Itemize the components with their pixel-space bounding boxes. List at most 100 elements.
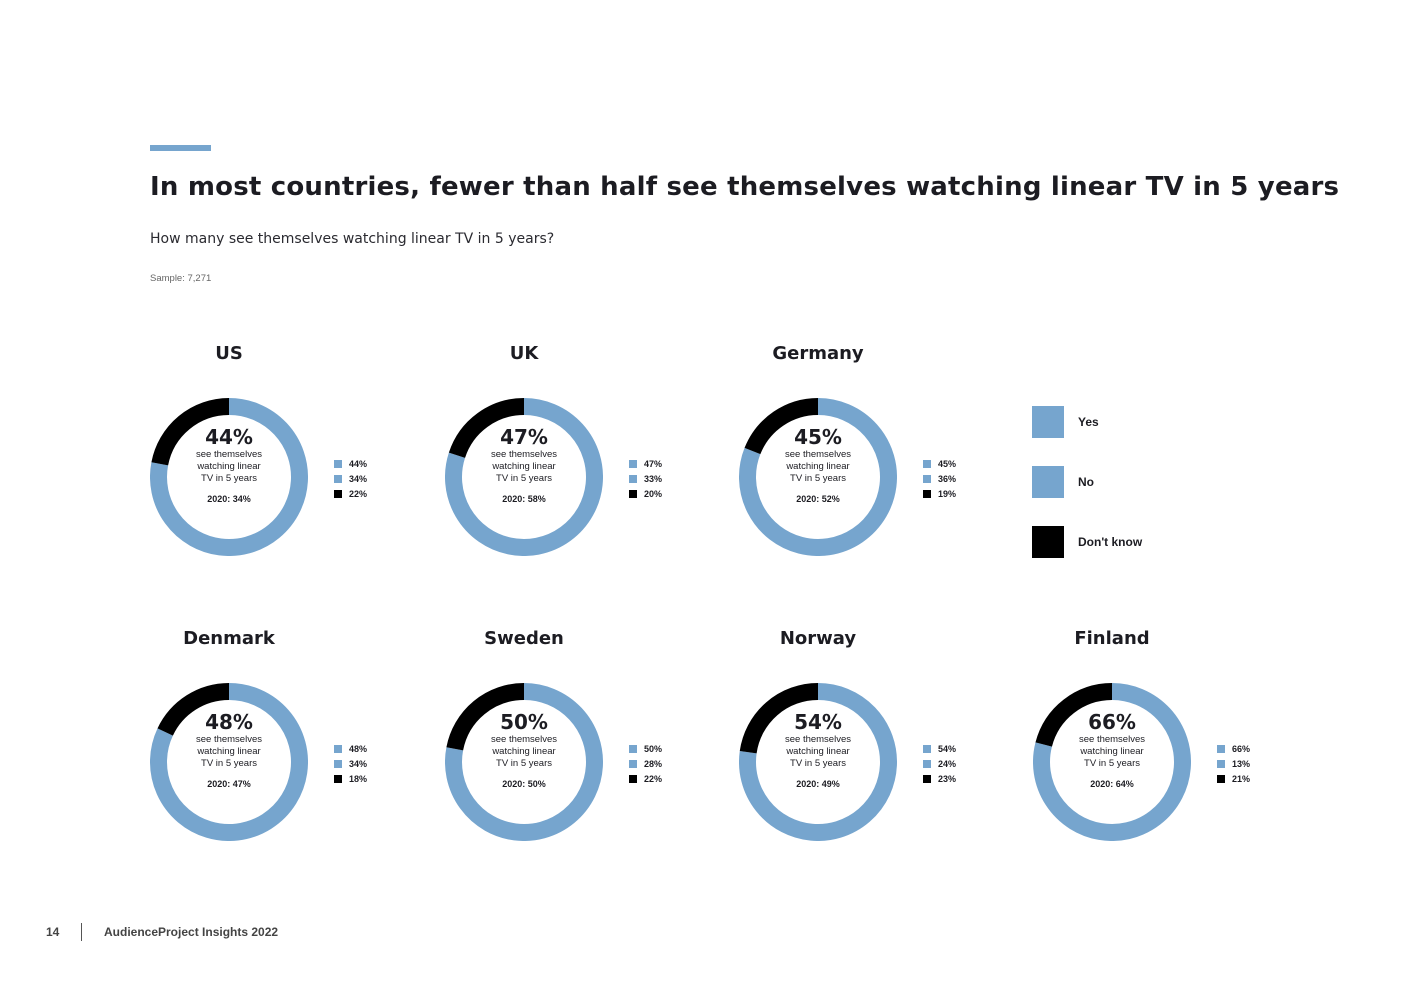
- donut-slice-dont-know: [448, 398, 525, 459]
- donut-panel-finland: Finland 66% see themselves watching linear T…: [1033, 628, 1333, 868]
- value-label-no: 24%: [938, 758, 957, 769]
- center-caption: see themselves watching linear TV in 5 yea…: [490, 734, 557, 769]
- value-label-dont-know: 21%: [1232, 773, 1251, 784]
- country-name: Sweden: [484, 628, 564, 649]
- value-label-yes: 50%: [644, 743, 663, 754]
- value-label-dont-know: 22%: [349, 488, 368, 499]
- donut-chart: [739, 398, 897, 556]
- value-row-yes: 54%: [923, 741, 956, 756]
- value-label-dont-know: 19%: [938, 488, 957, 499]
- value-row-yes: 48%: [334, 741, 367, 756]
- value-label-no: 36%: [938, 473, 957, 484]
- value-row-dont-know: 21%: [1217, 771, 1250, 786]
- donut-center: 47% see themselves watching linear TV in 5 …: [445, 426, 603, 504]
- yes-percentage: 54%: [794, 710, 842, 734]
- legend-swatch-yes: [1032, 406, 1064, 438]
- yes-percentage: 44%: [205, 425, 253, 449]
- donut-slice-yes-no: [739, 683, 897, 841]
- center-caption: see themselves watching linear TV in 5 yea…: [784, 734, 851, 769]
- value-row-yes: 47%: [629, 456, 662, 471]
- value-swatch-yes: [629, 744, 637, 753]
- value-label-yes: 45%: [938, 458, 957, 469]
- donut-slice-dont-know: [1035, 683, 1113, 747]
- value-swatch-dont-know: [334, 774, 342, 783]
- value-swatch-dont-know: [923, 489, 931, 498]
- value-label-yes: 66%: [1232, 743, 1251, 754]
- value-row-yes: 45%: [923, 456, 956, 471]
- value-row-yes: 50%: [629, 741, 662, 756]
- footer-publication: AudienceProject Insights 2022: [104, 925, 279, 939]
- donut-center: 44% see themselves watching linear TV in 5 …: [150, 426, 308, 504]
- value-row-dont-know: 18%: [334, 771, 367, 786]
- value-label-no: 34%: [349, 758, 368, 769]
- previous-year-value: 2020: 34%: [207, 494, 251, 504]
- value-swatch-yes: [923, 459, 931, 468]
- value-label-dont-know: 22%: [644, 773, 663, 784]
- value-swatch-dont-know: [629, 774, 637, 783]
- footer-divider: [81, 923, 82, 941]
- donut-panel-germany: Germany 45% see themselves watching linear T…: [739, 343, 1039, 583]
- country-name: Norway: [779, 628, 857, 649]
- value-row-dont-know: 22%: [629, 771, 662, 786]
- sample-size: Sample: 7,271: [150, 273, 212, 284]
- donut-center: 50% see themselves watching linear TV in 5 …: [445, 711, 603, 789]
- donut-chart: [150, 398, 308, 556]
- value-label-yes: 54%: [938, 743, 957, 754]
- value-label-no: 28%: [644, 758, 663, 769]
- value-legend: 45% 36% 19%: [923, 456, 956, 501]
- donut-center: 48% see themselves watching linear TV in 5 …: [150, 711, 308, 789]
- value-legend: 44% 34% 22%: [334, 456, 367, 501]
- value-row-yes: 66%: [1217, 741, 1250, 756]
- legend-label-yes: Yes: [1078, 415, 1099, 429]
- donut-panel-denmark: Denmark 48% see themselves watching linear T…: [150, 628, 450, 868]
- yes-percentage: 48%: [205, 710, 253, 734]
- page-subtitle: How many see themselves watching linear …: [150, 231, 555, 247]
- value-swatch-no: [629, 759, 637, 768]
- donut-panel-norway: Norway 54% see themselves watching linear TV…: [739, 628, 1039, 868]
- value-swatch-yes: [334, 459, 342, 468]
- donut-panel-sweden: Sweden 50% see themselves watching linear TV…: [445, 628, 745, 868]
- value-label-dont-know: 23%: [938, 773, 957, 784]
- value-legend: 47% 33% 20%: [629, 456, 662, 501]
- value-row-no: 33%: [629, 471, 662, 486]
- country-name: Finland: [1074, 628, 1150, 649]
- value-swatch-dont-know: [334, 489, 342, 498]
- value-row-no: 13%: [1217, 756, 1250, 771]
- donut-chart: [150, 683, 308, 841]
- donut-center: 54% see themselves watching linear TV in 5 …: [739, 711, 897, 789]
- value-label-yes: 44%: [349, 458, 368, 469]
- yes-percentage: 47%: [500, 425, 548, 449]
- value-swatch-no: [1217, 759, 1225, 768]
- center-caption: see themselves watching linear TV in 5 yea…: [195, 449, 262, 484]
- value-swatch-yes: [629, 459, 637, 468]
- donut-slice-yes-no: [150, 398, 308, 556]
- value-row-dont-know: 20%: [629, 486, 662, 501]
- previous-year-value: 2020: 49%: [796, 779, 840, 789]
- value-swatch-no: [334, 759, 342, 768]
- value-row-dont-know: 22%: [334, 486, 367, 501]
- legend-swatch-no: [1032, 466, 1064, 498]
- donut-slice-dont-know: [744, 398, 819, 455]
- value-swatch-yes: [1217, 744, 1225, 753]
- value-swatch-no: [629, 474, 637, 483]
- previous-year-value: 2020: 58%: [502, 494, 546, 504]
- yes-percentage: 45%: [794, 425, 842, 449]
- center-caption: see themselves watching linear TV in 5 yea…: [490, 449, 557, 484]
- value-label-dont-know: 18%: [349, 773, 368, 784]
- country-name: US: [215, 343, 243, 364]
- donut-panel-us: US 44% see themselves watching linear TV in …: [150, 343, 450, 583]
- donut-slice-yes-no: [1033, 683, 1191, 841]
- value-swatch-no: [923, 759, 931, 768]
- donut-slice-yes-no: [739, 398, 897, 556]
- previous-year-value: 2020: 64%: [1090, 779, 1134, 789]
- yes-percentage: 50%: [500, 710, 548, 734]
- previous-year-value: 2020: 47%: [207, 779, 251, 789]
- value-row-no: 28%: [629, 756, 662, 771]
- country-name: UK: [509, 343, 539, 364]
- donut-chart: [445, 398, 603, 556]
- value-row-no: 24%: [923, 756, 956, 771]
- donut-slice-dont-know: [446, 683, 525, 751]
- donut-slice-yes-no: [445, 683, 603, 841]
- legend-label-dont-know: Don't know: [1078, 535, 1143, 549]
- value-row-dont-know: 23%: [923, 771, 956, 786]
